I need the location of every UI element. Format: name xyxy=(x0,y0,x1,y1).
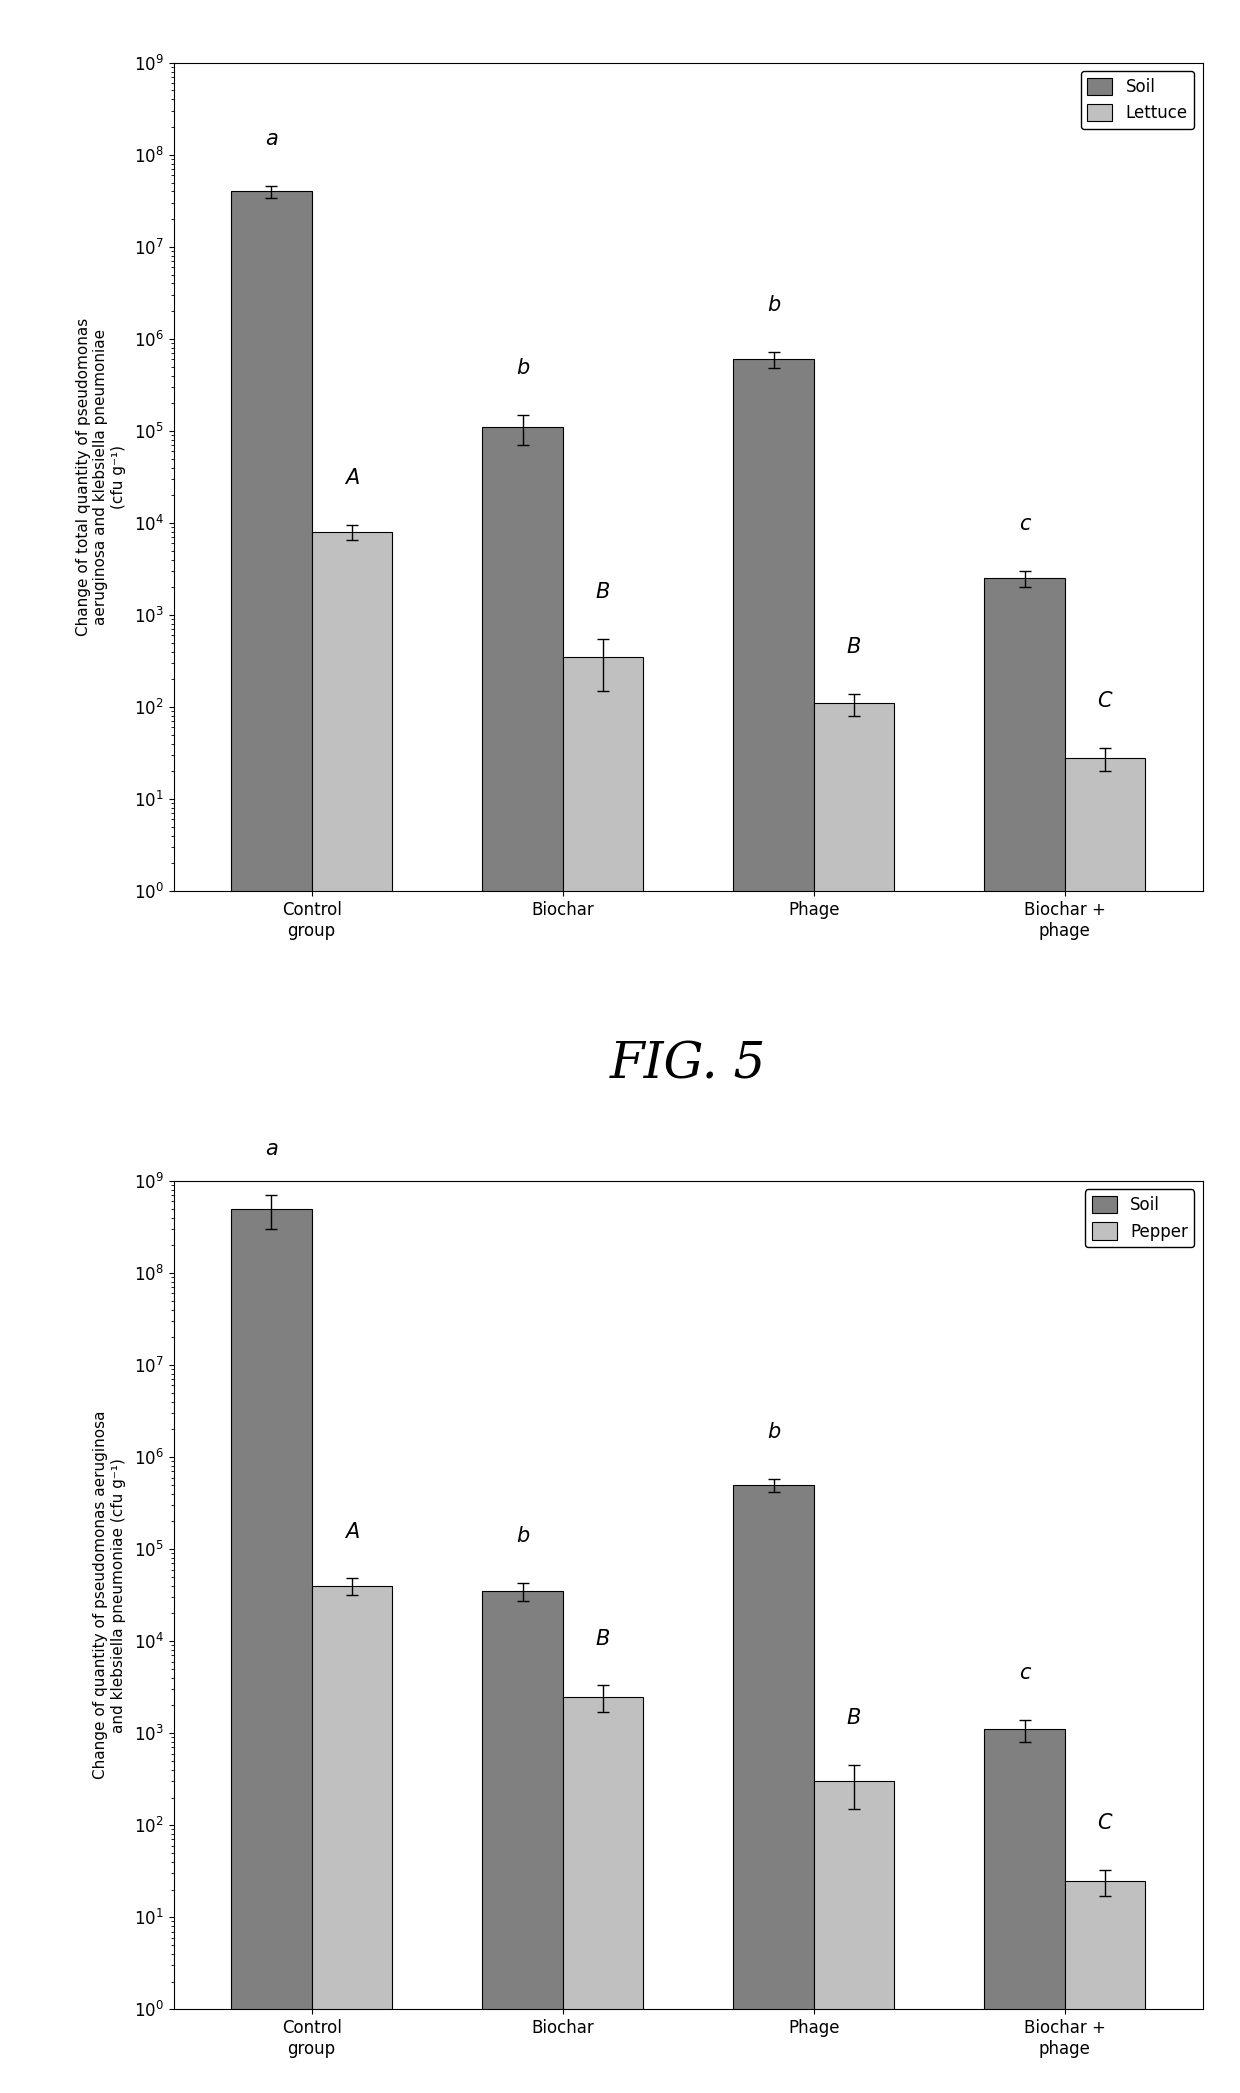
Text: B: B xyxy=(595,582,610,603)
Text: FIG. 5: FIG. 5 xyxy=(610,1040,766,1090)
Bar xyxy=(311,532,392,2093)
Bar xyxy=(232,1208,311,2093)
Text: B: B xyxy=(595,1628,610,1649)
Bar xyxy=(232,190,311,2093)
Bar xyxy=(813,1781,894,2093)
Bar xyxy=(813,703,894,2093)
Bar xyxy=(311,1586,392,2093)
Bar xyxy=(985,578,1065,2093)
Bar xyxy=(985,1729,1065,2093)
Bar xyxy=(482,1591,563,2093)
Bar xyxy=(733,1484,813,2093)
Text: B: B xyxy=(847,636,861,657)
Text: b: b xyxy=(766,1423,780,1442)
Text: a: a xyxy=(265,1139,278,1160)
Bar xyxy=(733,360,813,2093)
Legend: Soil, Lettuce: Soil, Lettuce xyxy=(1081,71,1194,130)
Legend: Soil, Pepper: Soil, Pepper xyxy=(1085,1189,1194,1247)
Text: c: c xyxy=(1019,515,1030,534)
Y-axis label: Change of quantity of pseudomonas aeruginosa
and klebsiella pneumoniae (cfu g⁻¹): Change of quantity of pseudomonas aerugi… xyxy=(93,1411,125,1779)
Text: b: b xyxy=(516,1526,529,1547)
Text: A: A xyxy=(345,469,358,488)
Text: a: a xyxy=(265,130,278,149)
Text: c: c xyxy=(1019,1664,1030,1683)
Bar xyxy=(563,1697,644,2093)
Text: b: b xyxy=(766,295,780,316)
Text: A: A xyxy=(345,1522,358,1543)
Text: B: B xyxy=(847,1708,861,1729)
Bar xyxy=(482,427,563,2093)
Text: C: C xyxy=(1097,1813,1112,1833)
Bar xyxy=(1065,758,1145,2093)
Text: C: C xyxy=(1097,691,1112,712)
Y-axis label: Change of total quantity of pseudomonas
aeruginosa and klebsiella pneumoniae
(cf: Change of total quantity of pseudomonas … xyxy=(76,318,125,636)
Text: b: b xyxy=(516,358,529,379)
Bar xyxy=(563,657,644,2093)
Bar xyxy=(1065,1882,1145,2093)
